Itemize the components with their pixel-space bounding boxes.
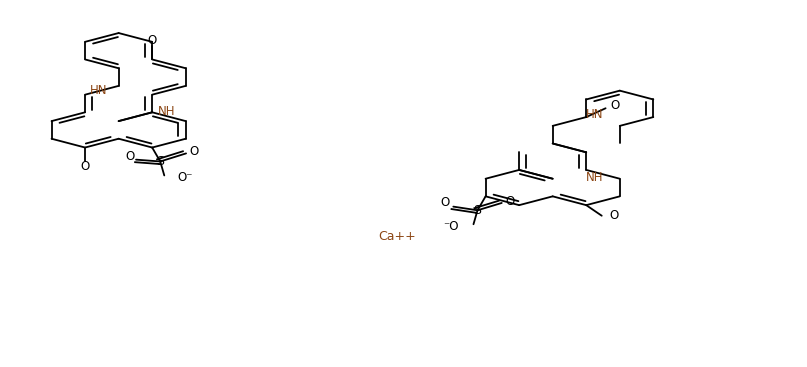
Text: NH: NH <box>158 105 175 118</box>
Text: O: O <box>505 195 514 208</box>
Text: O: O <box>81 160 90 173</box>
Text: S: S <box>157 155 165 168</box>
Text: Ca++: Ca++ <box>378 230 416 243</box>
Text: ⁻O: ⁻O <box>444 219 459 233</box>
Text: S: S <box>474 204 482 217</box>
Text: HN: HN <box>90 84 107 97</box>
Text: O⁻: O⁻ <box>178 171 193 184</box>
Text: O: O <box>125 150 134 163</box>
Text: O: O <box>611 99 620 112</box>
Text: O: O <box>441 196 449 210</box>
Text: O: O <box>148 34 157 47</box>
Text: HN: HN <box>586 108 604 121</box>
Text: O: O <box>190 145 199 158</box>
Text: NH: NH <box>586 171 603 185</box>
Text: O: O <box>609 209 618 222</box>
